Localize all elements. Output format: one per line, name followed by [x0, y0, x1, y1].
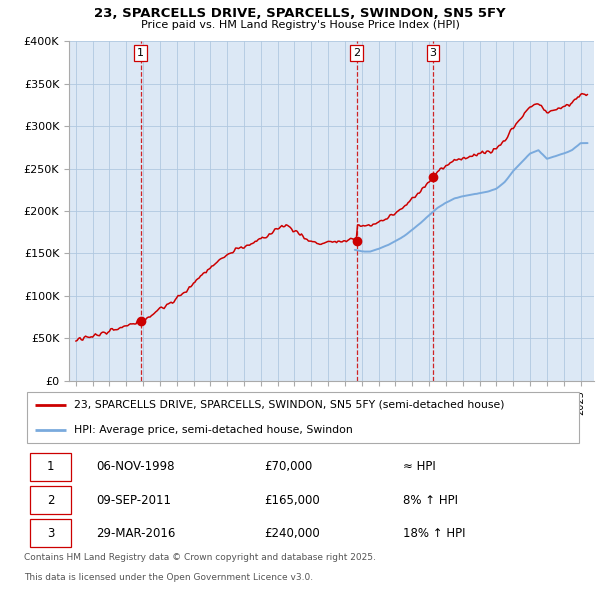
Text: 23, SPARCELLS DRIVE, SPARCELLS, SWINDON, SN5 5FY: 23, SPARCELLS DRIVE, SPARCELLS, SWINDON,… [94, 7, 506, 20]
Text: 3: 3 [47, 527, 54, 540]
Text: 06-NOV-1998: 06-NOV-1998 [97, 460, 175, 473]
Text: 8% ↑ HPI: 8% ↑ HPI [403, 493, 458, 507]
Text: HPI: Average price, semi-detached house, Swindon: HPI: Average price, semi-detached house,… [74, 425, 353, 435]
Text: This data is licensed under the Open Government Licence v3.0.: This data is licensed under the Open Gov… [24, 573, 313, 582]
Text: 29-MAR-2016: 29-MAR-2016 [97, 527, 176, 540]
Text: Price paid vs. HM Land Registry's House Price Index (HPI): Price paid vs. HM Land Registry's House … [140, 20, 460, 30]
Text: 23, SPARCELLS DRIVE, SPARCELLS, SWINDON, SN5 5FY (semi-detached house): 23, SPARCELLS DRIVE, SPARCELLS, SWINDON,… [74, 399, 505, 409]
Text: 09-SEP-2011: 09-SEP-2011 [97, 493, 172, 507]
Text: 18% ↑ HPI: 18% ↑ HPI [403, 527, 466, 540]
Text: 1: 1 [137, 48, 144, 58]
Text: 3: 3 [430, 48, 437, 58]
Text: £70,000: £70,000 [264, 460, 312, 473]
Text: 2: 2 [353, 48, 360, 58]
Text: Contains HM Land Registry data © Crown copyright and database right 2025.: Contains HM Land Registry data © Crown c… [24, 553, 376, 562]
Text: £165,000: £165,000 [264, 493, 320, 507]
FancyBboxPatch shape [29, 519, 71, 547]
Text: 2: 2 [47, 493, 54, 507]
FancyBboxPatch shape [29, 453, 71, 480]
FancyBboxPatch shape [27, 392, 579, 443]
Text: 1: 1 [47, 460, 54, 473]
Text: £240,000: £240,000 [264, 527, 320, 540]
Text: ≈ HPI: ≈ HPI [403, 460, 436, 473]
FancyBboxPatch shape [29, 486, 71, 514]
